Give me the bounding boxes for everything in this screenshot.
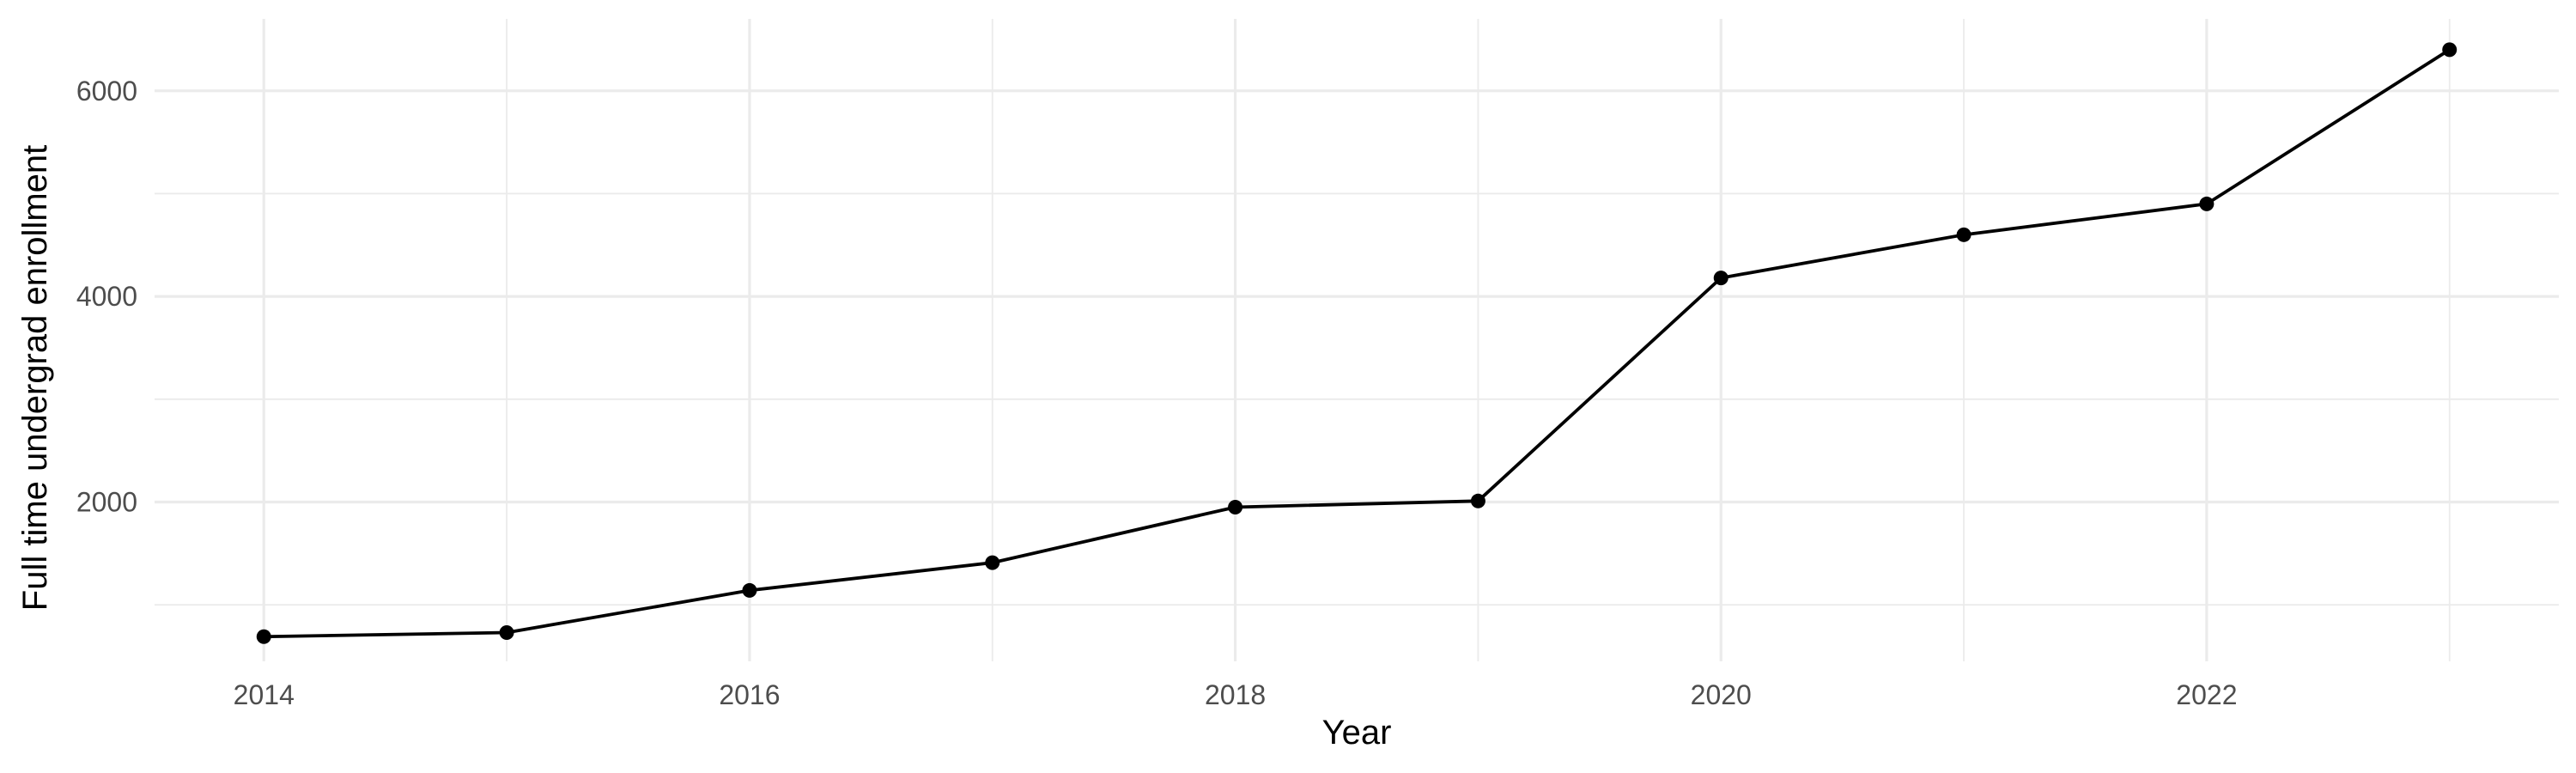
data-point xyxy=(1228,499,1243,514)
x-axis-title: Year xyxy=(1322,714,1392,752)
major-gridlines xyxy=(155,19,2559,661)
minor-gridlines xyxy=(155,19,2559,661)
y-tick-label: 6000 xyxy=(76,76,137,107)
data-point xyxy=(256,629,271,644)
data-point xyxy=(742,582,757,598)
data-point xyxy=(1713,271,1728,286)
x-axis-ticks: 2014 2016 2018 2020 2022 xyxy=(234,679,2238,710)
data-point xyxy=(1956,227,1971,242)
x-tick-label: 2014 xyxy=(234,679,295,710)
y-tick-label: 2000 xyxy=(76,486,137,517)
data-point xyxy=(985,555,1000,570)
x-tick-label: 2018 xyxy=(1205,679,1266,710)
y-axis-ticks: 2000 4000 6000 xyxy=(76,76,137,518)
data-point xyxy=(499,624,514,640)
series-line xyxy=(264,48,2451,639)
data-point xyxy=(1470,493,1485,508)
x-tick-label: 2022 xyxy=(2176,679,2237,710)
series-layer xyxy=(256,42,2458,644)
x-tick-label: 2020 xyxy=(1691,679,1752,710)
y-tick-label: 4000 xyxy=(76,281,137,312)
data-point xyxy=(2442,42,2458,58)
data-point xyxy=(2199,196,2215,211)
x-tick-label: 2016 xyxy=(719,679,780,710)
y-axis-title: Full time undergrad enrollment xyxy=(16,145,54,611)
